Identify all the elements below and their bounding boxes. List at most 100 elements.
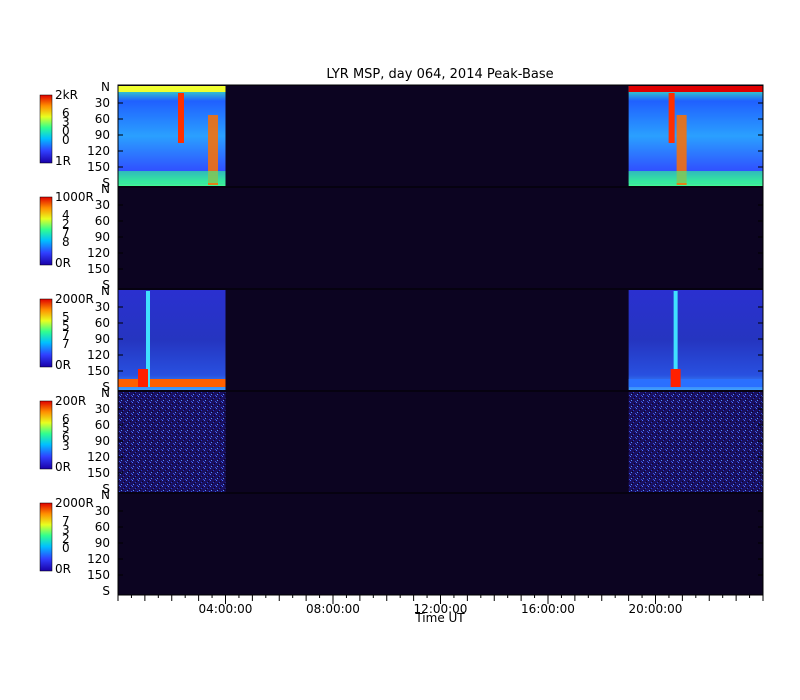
colorbar-max-label: 200R — [55, 394, 86, 408]
panel-data-block — [118, 290, 226, 390]
colorbar-min-label: 0R — [55, 358, 71, 372]
auroral-spot — [138, 369, 148, 387]
y-tick-label: 150 — [87, 568, 110, 582]
auroral-spot — [670, 369, 681, 387]
channel-label-digit: 7 — [62, 328, 70, 342]
auroral-band — [118, 379, 226, 387]
panel-plot-area — [118, 187, 763, 289]
colorbar-max-label: 2kR — [55, 88, 78, 102]
y-label-north: N — [101, 182, 110, 196]
panel-data-block — [628, 86, 763, 186]
panels-group: N306090120150S2kR1R6300N306090120150S100… — [39, 80, 764, 598]
y-tick-label: 60 — [95, 418, 110, 432]
y-tick-label: 30 — [95, 504, 110, 518]
y-label-north: N — [101, 488, 110, 502]
chart-title: LYR MSP, day 064, 2014 Peak-Base — [326, 67, 553, 82]
colorbar — [39, 196, 53, 266]
y-tick-label: 120 — [87, 144, 110, 158]
channel-label-digit: 0 — [62, 133, 70, 147]
y-label-south: S — [102, 482, 110, 496]
panel-plot-area — [118, 493, 763, 595]
auroral-streak — [673, 291, 678, 387]
y-tick-label: 60 — [95, 214, 110, 228]
auroral-band — [628, 379, 763, 387]
channel-label-digit: 0 — [62, 124, 70, 138]
y-tick-label: 120 — [87, 552, 110, 566]
channel-label-digit: 2 — [62, 217, 70, 231]
y-label-north: N — [101, 80, 110, 94]
x-axis: 04:00:00 08:00:00 12:00:00 16:00:00 20:00:00 — [117, 595, 764, 616]
channel-label-digit: 7 — [62, 514, 70, 528]
y-label-south: S — [102, 380, 110, 394]
equatorward-band — [118, 171, 226, 183]
colorbar — [39, 94, 53, 164]
y-tick-label: 150 — [87, 466, 110, 480]
colorbar — [39, 502, 53, 572]
channel-label-digit: 8 — [62, 235, 70, 249]
x-tick-label: 20:00:00 — [629, 602, 683, 616]
panel-data-block — [118, 86, 226, 186]
panel-data-block — [118, 392, 226, 492]
equatorward-band — [628, 171, 763, 183]
colorbar-min-label: 0R — [55, 460, 71, 474]
auroral-streak — [208, 115, 218, 185]
x-tick-label: 16:00:00 — [521, 602, 575, 616]
y-tick-label: 150 — [87, 364, 110, 378]
auroral-band — [628, 86, 763, 92]
y-tick-label: 30 — [95, 198, 110, 212]
auroral-streak — [676, 115, 687, 185]
channel-label-digit: 2 — [62, 532, 70, 546]
channel-label-digit: 6 — [62, 412, 70, 426]
channel-label-digit: 6 — [62, 430, 70, 444]
y-label-north: N — [101, 284, 110, 298]
channel-label-digit: 3 — [62, 115, 70, 129]
y-tick-label: 30 — [95, 300, 110, 314]
y-tick-label: 30 — [95, 402, 110, 416]
colorbar — [39, 400, 53, 470]
y-tick-label: 120 — [87, 450, 110, 464]
x-axis-label: Time UT — [414, 611, 465, 625]
colorbar-min-label: 0R — [55, 256, 71, 270]
colorbar-max-label: 1000R — [55, 190, 94, 204]
y-tick-label: 60 — [95, 520, 110, 534]
y-tick-label: 30 — [95, 96, 110, 110]
colorbar-max-label: 2000R — [55, 496, 94, 510]
auroral-band — [118, 86, 226, 92]
colorbar-min-label: 0R — [55, 562, 71, 576]
y-label-south: S — [102, 176, 110, 190]
y-tick-label: 90 — [95, 332, 110, 346]
y-tick-label: 120 — [87, 348, 110, 362]
auroral-streak — [178, 93, 184, 143]
y-tick-label: 90 — [95, 434, 110, 448]
channel-label-digit: 4 — [62, 208, 70, 222]
y-label-south: S — [102, 278, 110, 292]
y-tick-label: 90 — [95, 536, 110, 550]
panel-data-block — [628, 392, 763, 492]
auroral-streak — [668, 93, 675, 143]
auroral-streak — [146, 291, 150, 387]
x-tick-label: 04:00:00 — [199, 602, 253, 616]
colorbar-min-label: 1R — [55, 154, 71, 168]
y-tick-label: 90 — [95, 230, 110, 244]
panel-data-block — [628, 290, 763, 390]
channel-label-digit: 7 — [62, 337, 70, 351]
channel-label-digit: 5 — [62, 319, 70, 333]
channel-label-digit: 5 — [62, 421, 70, 435]
y-tick-label: 60 — [95, 112, 110, 126]
channel-label-digit: 7 — [62, 226, 70, 240]
colorbar — [39, 298, 53, 368]
channel-label-digit: 6 — [62, 106, 70, 120]
channel-label-digit: 0 — [62, 541, 70, 555]
y-tick-label: 150 — [87, 262, 110, 276]
y-label-south: S — [102, 584, 110, 598]
channel-label-digit: 5 — [62, 310, 70, 324]
x-tick-label: 12:00:00 — [414, 602, 468, 616]
colorbar-max-label: 2000R — [55, 292, 94, 306]
